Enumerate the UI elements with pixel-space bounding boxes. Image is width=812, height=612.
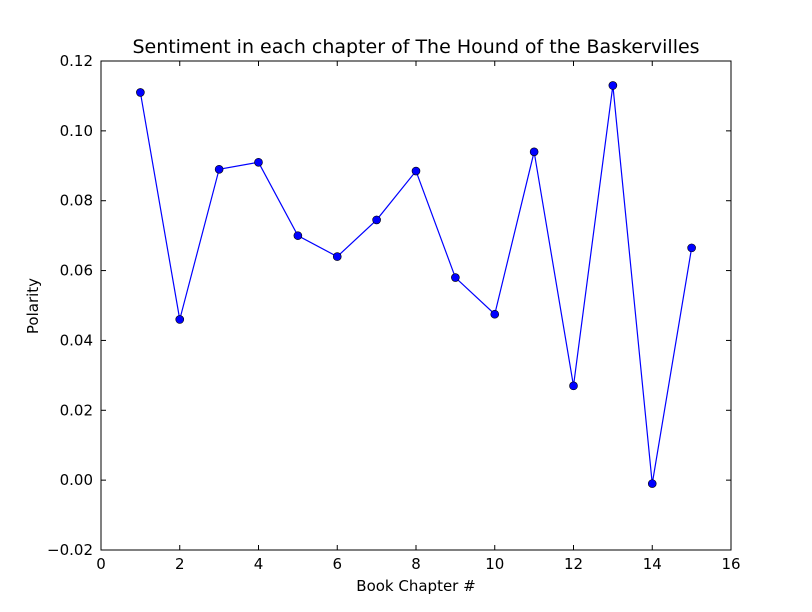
- data-point: [136, 88, 145, 97]
- x-tick-label: 10: [485, 555, 504, 573]
- data-point: [175, 315, 185, 324]
- y-tick-label: 0.06: [60, 262, 93, 280]
- y-tick-label: 0.04: [60, 331, 93, 349]
- x-tick-label: 6: [332, 555, 342, 573]
- data-layer: [136, 81, 696, 488]
- data-point: [490, 309, 500, 319]
- y-tick-label: 0.10: [60, 122, 93, 140]
- data-point: [411, 166, 421, 176]
- x-tick-label: 16: [721, 555, 740, 573]
- x-tick-label: 4: [254, 555, 264, 573]
- data-point: [529, 147, 539, 157]
- data-point: [293, 231, 303, 240]
- data-point: [332, 252, 342, 261]
- ticks-layer: 0 2 4 6 8 10 12 14 16 −0.02 0.00 0.02 0.04 0.06 0.08 0.…: [47, 52, 741, 573]
- x-axis-label: Book Chapter #: [356, 577, 475, 595]
- plot-frame: [100, 60, 732, 551]
- x-tick-label: 14: [643, 555, 662, 573]
- data-point: [451, 273, 460, 282]
- x-tick-label: 12: [564, 555, 583, 573]
- data-point: [647, 479, 657, 488]
- y-tick-label: 0.08: [60, 192, 93, 210]
- y-tick-label: 0.00: [60, 471, 93, 489]
- data-point: [569, 381, 578, 391]
- y-axis-label: Polarity: [24, 278, 42, 334]
- data-point: [608, 81, 618, 90]
- y-tick-label: 0.12: [60, 52, 93, 70]
- y-tick-label: −0.02: [47, 541, 93, 559]
- x-tick-label: 0: [96, 555, 106, 573]
- data-point: [254, 157, 263, 167]
- y-tick-label: 0.02: [60, 401, 93, 419]
- series-line: [139, 85, 693, 484]
- x-tick-label: 2: [175, 555, 185, 573]
- data-point: [372, 215, 381, 225]
- chart-title: Sentiment in each chapter of The Hound o…: [132, 36, 699, 58]
- data-point: [687, 243, 696, 253]
- x-tick-label: 8: [411, 555, 421, 573]
- data-point: [214, 164, 224, 174]
